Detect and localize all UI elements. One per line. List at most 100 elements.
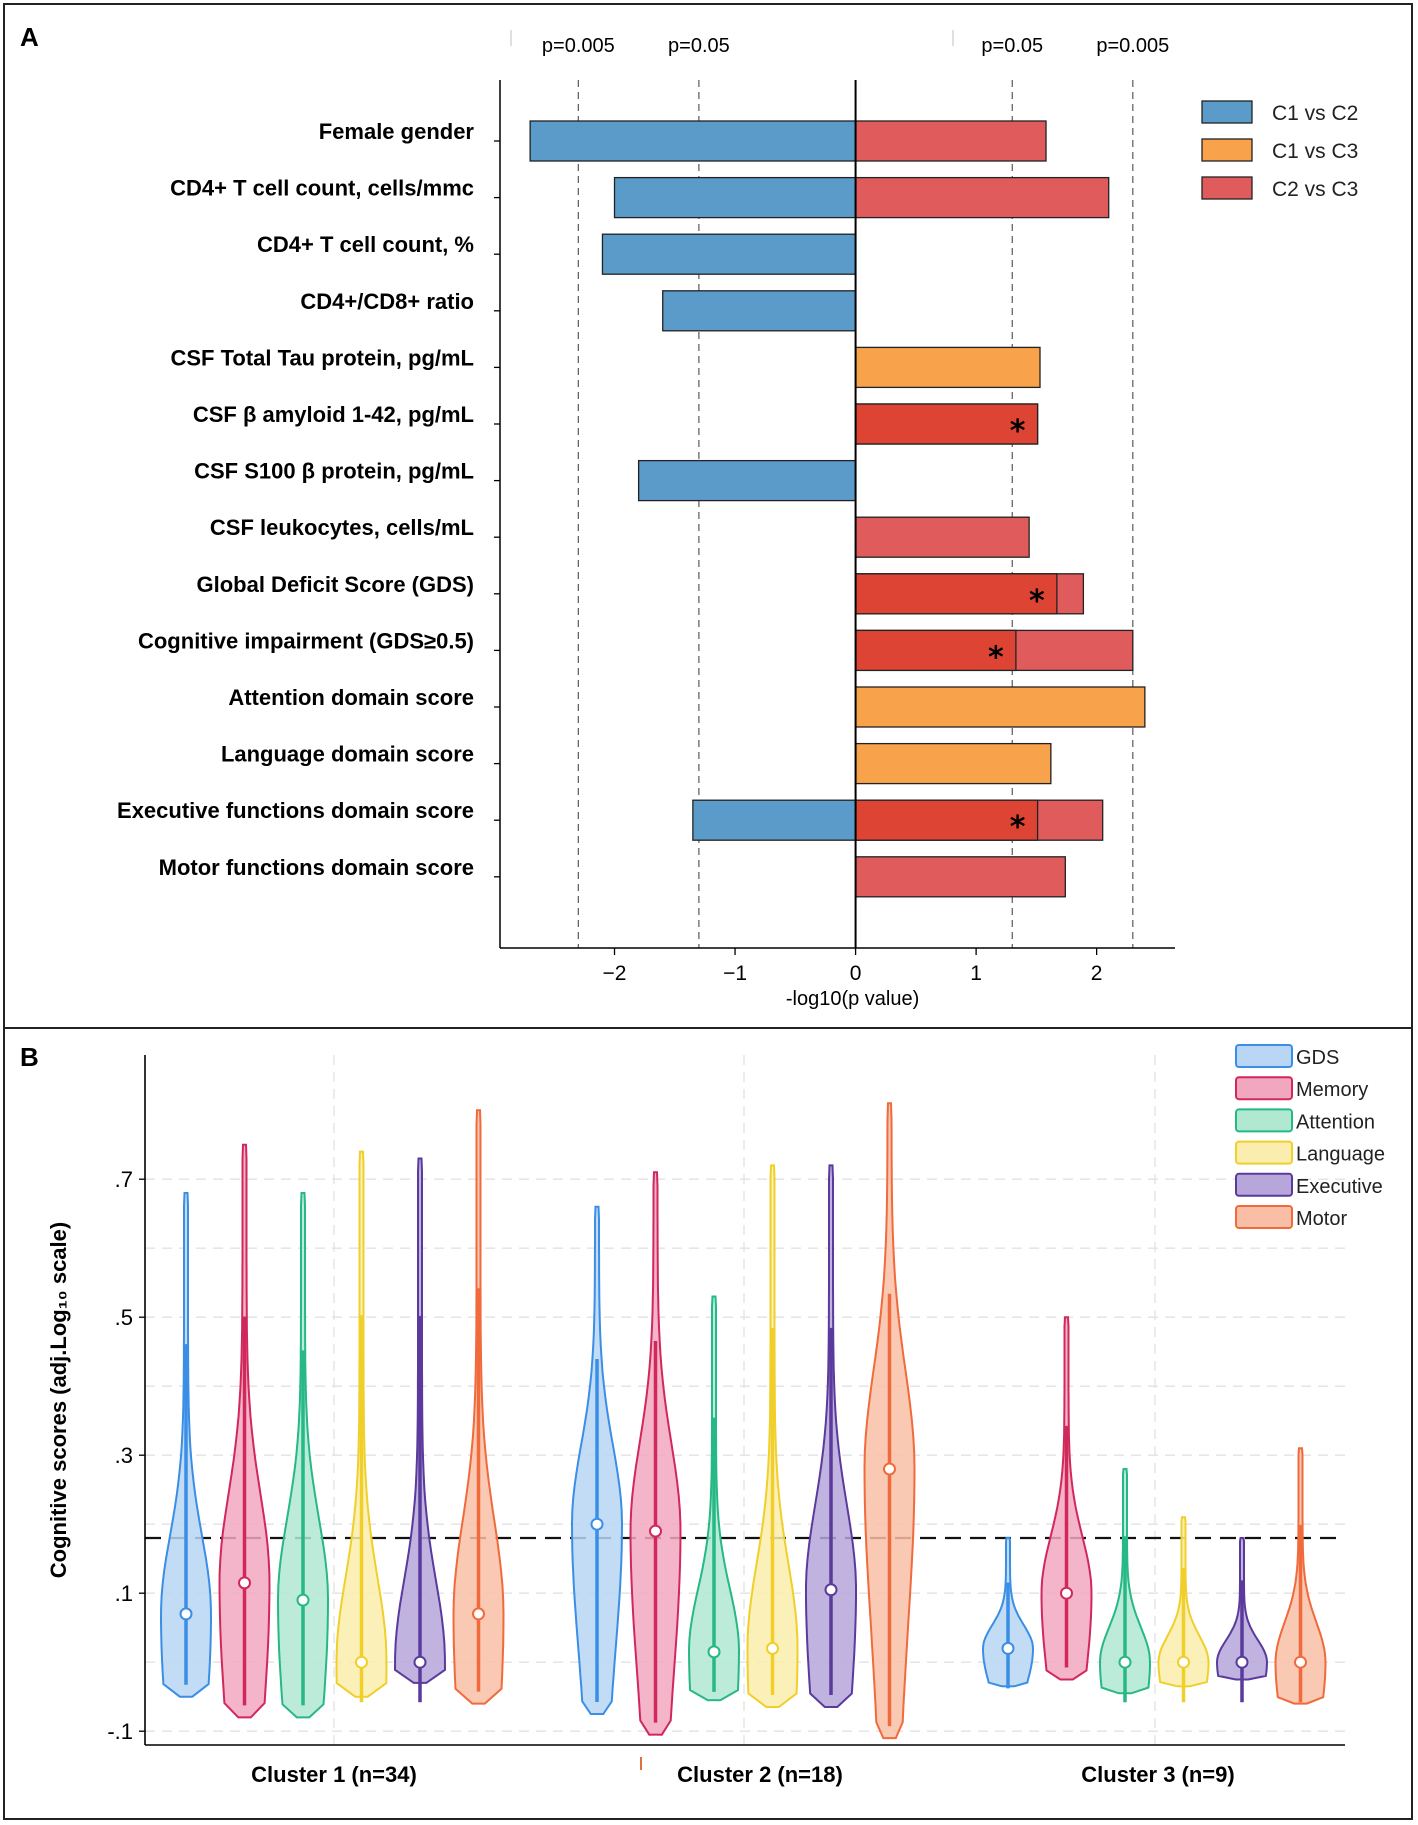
a-significance-marker: *: [1010, 414, 1026, 449]
a-legend-label: C2 vs C3: [1272, 178, 1358, 201]
a-legend-label: C1 vs C2: [1272, 102, 1358, 125]
b-legend-label: GDS: [1296, 1047, 1339, 1069]
b-legend-label: Motor: [1296, 1208, 1347, 1230]
b-median-marker: [1118, 1655, 1132, 1669]
a-category-label: Language domain score: [221, 742, 474, 767]
a-axes: −2 −1 0 1 2 -log10(p value): [499, 80, 1175, 1010]
a-significant-bar: [854, 799, 1039, 841]
a-legend-swatch: [1201, 100, 1253, 124]
a-legend-swatch: [1201, 176, 1253, 200]
a-bar: [601, 233, 857, 275]
a-category-label: CD4+ T cell count, cells/mmc: [170, 176, 474, 201]
a-bar: [854, 120, 1047, 162]
panel-a-letter: A: [20, 22, 39, 52]
b-median-marker: [296, 1593, 310, 1607]
a-x-tick-label: 1: [970, 962, 982, 985]
b-median-marker: [1060, 1586, 1073, 1600]
b-legend-swatch: [1235, 1140, 1293, 1165]
a-significance-marker: *: [988, 640, 1004, 675]
a-x-axis-title: -log10(p value): [786, 988, 919, 1010]
a-bar: [662, 290, 857, 332]
b-median-marker: [883, 1462, 896, 1476]
a-bar: [854, 176, 1110, 219]
b-cluster-label: Cluster 3 (n=9): [1081, 1762, 1234, 1787]
b-legend-swatch: [1235, 1205, 1293, 1229]
a-significant-bar: [854, 573, 1058, 615]
b-median-marker: [472, 1607, 485, 1621]
a-legend-swatch: [1201, 138, 1253, 162]
b-legend-label: Language: [1296, 1144, 1385, 1166]
b-cluster-label: Cluster 2 (n=18): [677, 1762, 843, 1787]
a-bar: [854, 346, 1041, 389]
a-significance-marker: *: [1010, 810, 1026, 845]
b-axes: -.1 .1 .3 .5 .7 Cognitive scores (adj.Log₁₀ s…: [46, 1055, 1345, 1787]
a-bar: [613, 176, 857, 219]
a-x-tick-label: 2: [1091, 962, 1103, 985]
b-legend-swatch: [1235, 1076, 1293, 1101]
a-x-tick-label: −2: [603, 962, 627, 985]
b-median-marker: [590, 1517, 604, 1531]
b-legend-label: Memory: [1296, 1079, 1368, 1101]
a-category-label: Executive functions domain score: [117, 798, 474, 823]
b-median-marker: [1294, 1655, 1307, 1669]
b-legend-label: Attention: [1296, 1111, 1375, 1133]
b-median-marker: [649, 1524, 662, 1538]
b-median-marker: [707, 1645, 721, 1659]
a-bar: [854, 686, 1146, 728]
a-bar: [692, 799, 857, 841]
b-y-tick-label: .7: [115, 1167, 133, 1192]
a-bar: [529, 120, 857, 162]
a-category-label: CD4+/CD8+ ratio: [300, 289, 474, 314]
a-category-label: Global Deficit Score (GDS): [197, 572, 475, 597]
b-median-marker: [413, 1655, 427, 1669]
a-reference-label: p=0.05: [981, 35, 1043, 57]
a-category-label: CSF leukocytes, cells/mL: [210, 515, 474, 540]
a-reference-label: p=0.05: [668, 35, 730, 57]
a-category-label: Motor functions domain score: [159, 855, 474, 880]
b-y-tick-label: .5: [115, 1305, 133, 1330]
b-legend-swatch: [1235, 1172, 1293, 1197]
a-legend-label: C1 vs C3: [1272, 140, 1358, 163]
a-category-label: CD4+ T cell count, %: [257, 232, 474, 257]
b-legend-swatch: [1235, 1108, 1293, 1133]
b-y-axis-title: Cognitive scores (adj.Log₁₀ scale): [46, 1222, 71, 1578]
a-bar: [637, 459, 857, 502]
panel-a-bar-chart: p=0.005 p=0.05 p=0.05 p=0.005 * * * * −2 −1 0 1 2 -…: [117, 30, 1358, 1010]
a-significance-marker: *: [1029, 584, 1045, 619]
a-category-label: CSF Total Tau protein, pg/mL: [171, 345, 475, 370]
a-x-tick-label: −1: [723, 962, 747, 985]
a-category-label: Cognitive impairment (GDS≥0.5): [138, 628, 474, 653]
b-cluster-label: Cluster 1 (n=34): [251, 1762, 417, 1787]
a-bar: [854, 516, 1030, 558]
a-reference-label: p=0.005: [542, 35, 615, 57]
a-legend[interactable]: C1 vs C2 C1 vs C3 C2 vs C3: [1201, 100, 1358, 201]
panel-b-frame: [3, 1027, 1413, 1820]
b-violins: [159, 1102, 1327, 1740]
b-median-marker: [1177, 1655, 1190, 1669]
a-bars: * * * *: [529, 120, 1146, 898]
a-category-label: CSF S100 β protein, pg/mL: [194, 459, 474, 484]
b-median-marker: [1235, 1655, 1249, 1669]
b-legend[interactable]: GDS Memory Attention Language Executive Motor: [1235, 1044, 1385, 1230]
panel-b-letter: B: [20, 1042, 39, 1072]
a-x-tick-label: 0: [850, 962, 862, 985]
b-y-tick-label: -.1: [107, 1719, 133, 1744]
b-median-marker: [1001, 1641, 1015, 1655]
b-median-marker: [355, 1655, 368, 1669]
a-significant-bar: [854, 403, 1039, 445]
b-legend-label: Executive: [1296, 1176, 1383, 1198]
a-category-label: CSF β amyloid 1-42, pg/mL: [193, 402, 474, 427]
a-category-label: Female gender: [319, 119, 475, 144]
a-significant-bar: [854, 629, 1017, 672]
b-y-tick-label: .1: [115, 1581, 133, 1606]
a-bar: [854, 742, 1052, 785]
a-category-label: Attention domain score: [228, 685, 474, 710]
a-reference-label: p=0.005: [1096, 35, 1169, 57]
a-category-labels: Female gender CD4+ T cell count, cells/mm…: [117, 119, 500, 880]
b-median-marker: [179, 1607, 193, 1621]
panel-b-violin-chart: -.1 .1 .3 .5 .7 Cognitive scores (adj.Log₁₀ s…: [46, 1044, 1385, 1787]
a-bar: [854, 856, 1066, 898]
b-median-marker: [766, 1641, 779, 1655]
b-median-marker: [238, 1576, 251, 1590]
